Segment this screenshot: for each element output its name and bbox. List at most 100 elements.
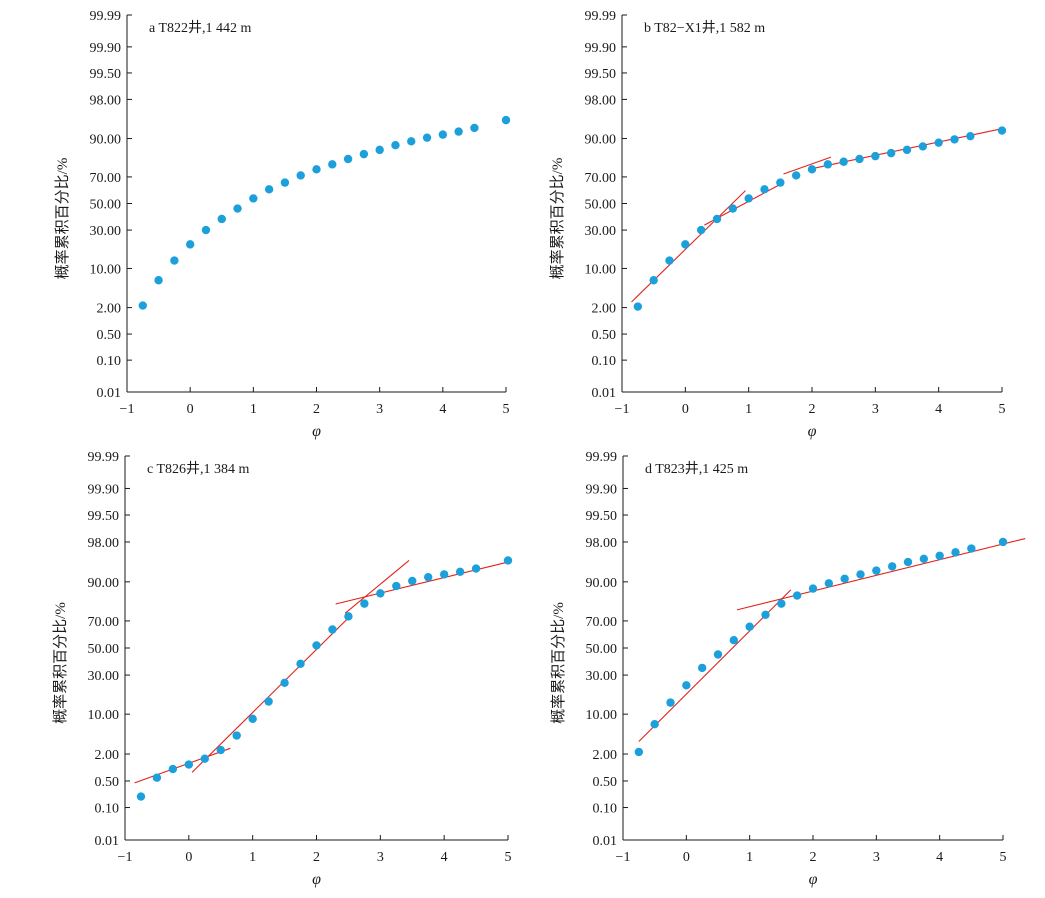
y-tick-label: 30.00 [585, 224, 617, 239]
y-axis-label: 概率累积百分比/% [54, 158, 71, 280]
y-tick-label: 0.50 [592, 328, 617, 343]
y-tick-label: 0.50 [593, 775, 618, 790]
data-point [376, 589, 385, 598]
data-point [170, 256, 179, 265]
x-tick-label: 1 [746, 850, 753, 865]
x-tick-label: 4 [936, 850, 943, 865]
panel-b: 0.01 0.10 0.50 2.00 10.00 30.00 50.00 70.00 90.0… [549, 9, 1007, 440]
data-point [375, 145, 384, 155]
data-point [201, 225, 211, 235]
y-tick-label: 50.00 [88, 642, 120, 657]
x-axis-label: φ [808, 423, 817, 440]
data-point [856, 570, 865, 579]
data-point [950, 135, 959, 144]
y-tick-label: 0.01 [593, 834, 618, 849]
y-tick-label: 10.00 [90, 262, 122, 277]
panel-title: b T82−X1井,1 582 m [644, 20, 765, 36]
y-axis-label: 概率累积百分比/% [52, 602, 69, 724]
data-point [503, 556, 513, 565]
data-point [682, 681, 691, 690]
y-tick-label: 98.00 [586, 536, 618, 551]
y-axis-label: 概率累积百分比/% [549, 158, 566, 280]
data-point [997, 126, 1007, 135]
x-tick-label: 5 [503, 402, 510, 417]
fit-line [344, 560, 410, 614]
data-point [200, 754, 209, 763]
panel-a: 0.01 0.10 0.50 2.00 10.00 30.00 50.00 70.00 90.0… [54, 9, 511, 440]
data-point [328, 160, 337, 169]
data-point [470, 123, 479, 133]
y-tick-label: 0.10 [97, 354, 122, 369]
fit-line [134, 747, 231, 784]
data-point [902, 145, 912, 155]
data-point [471, 564, 481, 573]
panel-title: c T826井,1 384 m [147, 461, 250, 477]
data-point [791, 171, 801, 180]
data-point [823, 160, 833, 169]
y-tick-label: 50.00 [585, 198, 617, 213]
y-tick-label: 0.10 [592, 354, 617, 369]
y-tick-label: 99.90 [585, 41, 617, 56]
data-point [650, 719, 659, 729]
x-tick-label: 3 [873, 850, 880, 865]
data-point [422, 133, 432, 142]
data-point [296, 659, 305, 668]
y-tick-label: 99.90 [88, 482, 120, 497]
data-point [233, 204, 242, 213]
data-point [138, 301, 147, 310]
y-tick-label: 30.00 [88, 669, 120, 684]
data-point [697, 663, 707, 673]
data-point [280, 178, 290, 187]
data-point [328, 625, 337, 634]
data-point [886, 148, 896, 158]
y-tick-label: 70.00 [88, 615, 120, 630]
y-tick-label: 2.00 [593, 748, 618, 763]
data-point [359, 149, 369, 159]
x-tick-label: −1 [120, 402, 135, 417]
x-tick-label: 1 [250, 402, 257, 417]
y-tick-label: 10.00 [586, 708, 618, 723]
x-tick-label: 2 [809, 402, 816, 417]
data-point [903, 557, 913, 567]
fit-line [783, 156, 832, 175]
data-point [713, 650, 723, 659]
y-tick-label: 99.99 [586, 450, 618, 465]
data-point [391, 140, 400, 150]
y-tick-label: 99.90 [90, 41, 122, 56]
data-point [966, 131, 975, 141]
y-tick-label: 0.50 [95, 775, 120, 790]
y-tick-label: 99.50 [90, 67, 122, 82]
fit-line [736, 538, 1026, 611]
fit-line [191, 617, 349, 773]
data-point [761, 610, 770, 619]
data-point [824, 579, 834, 588]
x-axis-label: φ [312, 871, 321, 888]
x-tick-label: 5 [1000, 850, 1007, 865]
data-point [184, 760, 194, 769]
data-point [872, 566, 881, 575]
y-tick-label: 99.90 [586, 482, 618, 497]
x-tick-label: 0 [185, 850, 192, 865]
y-tick-label: 99.50 [585, 67, 617, 82]
data-point [264, 185, 274, 194]
y-tick-label: 98.00 [90, 93, 122, 108]
data-point [919, 554, 929, 563]
data-point [935, 551, 944, 560]
data-point [454, 127, 463, 136]
x-tick-label: 0 [682, 402, 689, 417]
x-tick-label: 1 [249, 850, 256, 865]
data-point [407, 137, 416, 146]
data-point [232, 731, 241, 740]
y-tick-label: 2.00 [95, 748, 120, 763]
data-point [185, 240, 195, 249]
y-tick-label: 2.00 [97, 302, 122, 317]
data-point [807, 165, 817, 174]
data-point [136, 792, 146, 801]
data-point [408, 576, 417, 586]
data-point [216, 745, 225, 755]
data-point [998, 537, 1008, 547]
x-tick-label: 3 [872, 402, 879, 417]
data-point [633, 302, 643, 311]
data-point [344, 612, 353, 621]
fit-line [335, 561, 509, 605]
